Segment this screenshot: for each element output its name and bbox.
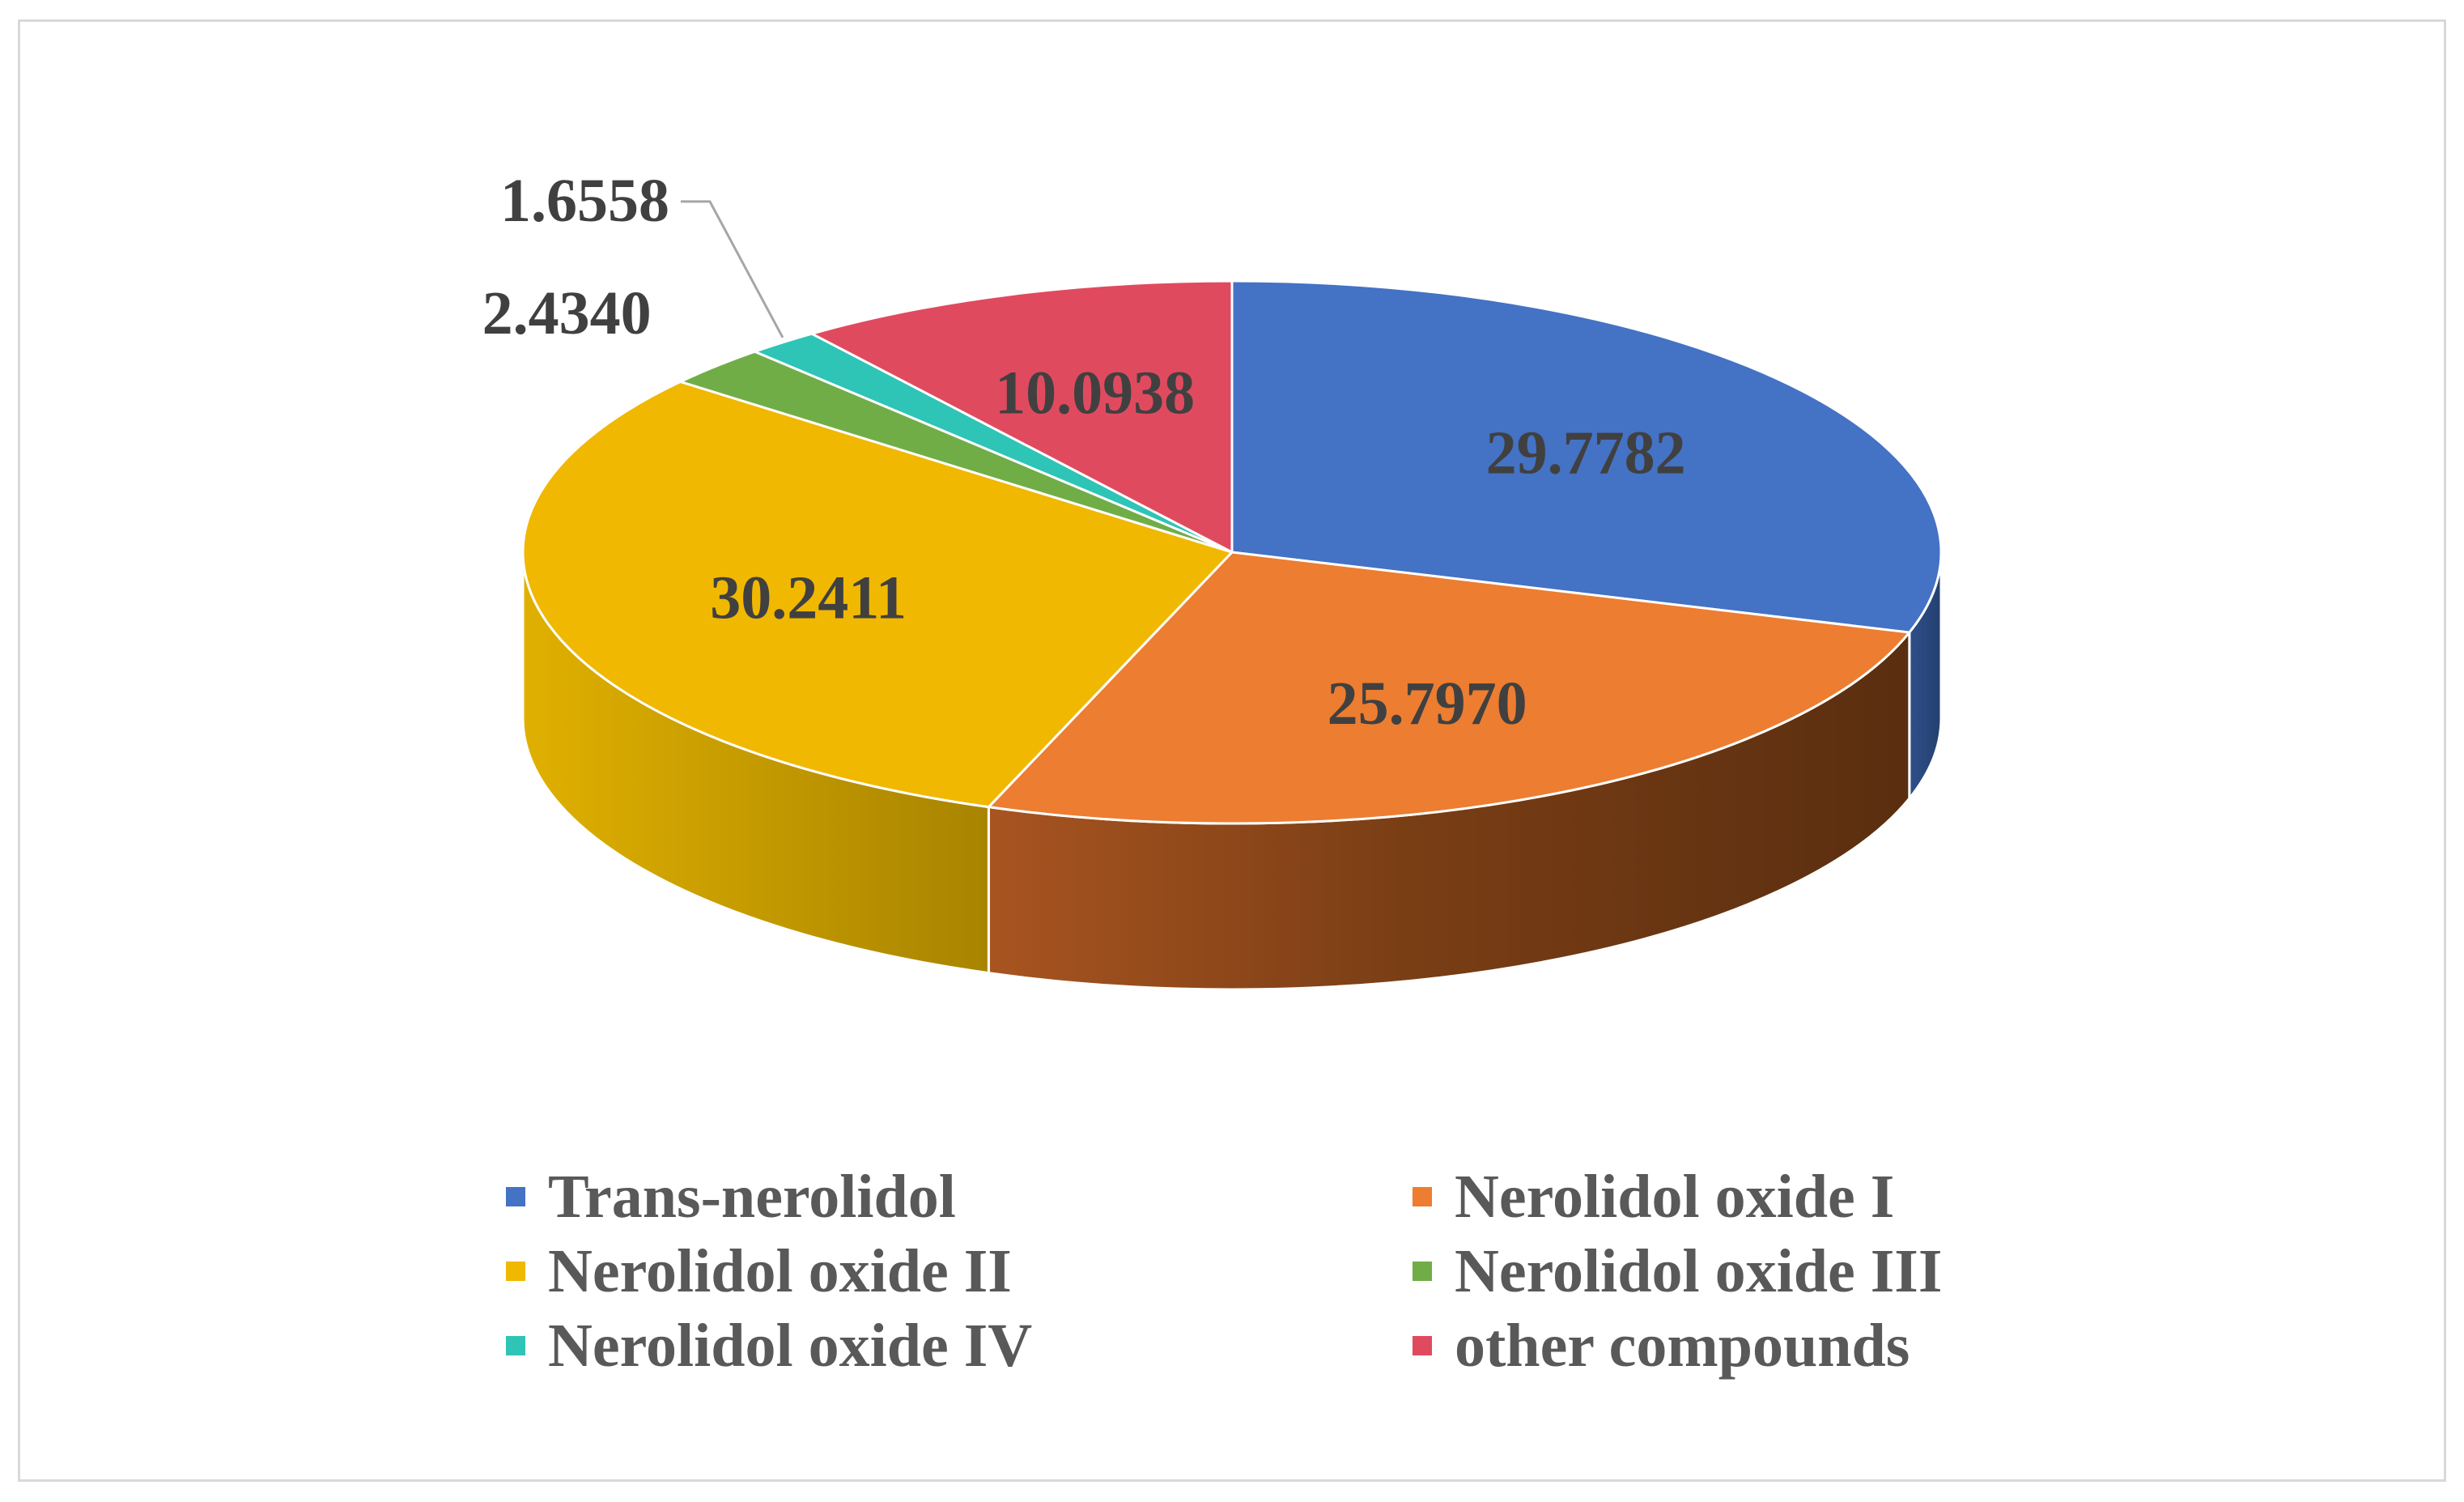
legend-label: Nerolidol oxide IV [548,1311,1033,1380]
pie-slice-other-compounds [810,279,1234,554]
pie-top [521,279,1943,825]
data-label: 25.7970 [1328,670,1527,738]
legend-item: Nerolidol oxide III [1413,1234,2125,1308]
pie-slice-nerolidol-oxide-i [987,551,1911,825]
chart-area: 29.7782 25.7970 30.2411 2.4340 1.6558 10.0938… [18,19,2446,1482]
pie-chart: 29.7782 25.7970 30.2411 2.4340 1.6558 10.0938 [482,167,1943,991]
data-label: 10.0938 [995,360,1195,428]
legend-item: other compounds [1413,1308,2125,1383]
legend-label: Nerolidol oxide I [1455,1162,1895,1231]
legend-swatch [1413,1187,1432,1206]
pie-slice-trans-nerolidol [1230,279,1943,634]
leader-line [680,200,784,338]
data-label: 29.7782 [1486,419,1686,487]
legend-swatch [1413,1336,1432,1355]
pie-labels: 29.7782 25.7970 30.2411 2.4340 1.6558 10.0938 [482,167,1686,738]
legend-item: Nerolidol oxide IV [506,1308,1413,1383]
legend-swatch [506,1336,525,1355]
data-label: 1.6558 [500,167,669,235]
pie-slice-nerolidol-oxide-ii [521,380,1234,809]
legend-item: Trans-nerolidol [506,1159,1413,1234]
legend-swatch [506,1262,525,1281]
legend-item: Nerolidol oxide I [1413,1159,2125,1234]
data-label: 30.2411 [710,564,907,632]
legend: Trans-nerolidol Nerolidol oxide I Neroli… [506,1159,2125,1383]
legend-item: Nerolidol oxide II [506,1234,1413,1308]
legend-label: other compounds [1455,1311,1910,1380]
data-label: 2.4340 [482,279,652,347]
legend-label: Trans-nerolidol [548,1162,956,1231]
legend-swatch [506,1187,525,1206]
legend-label: Nerolidol oxide II [548,1236,1012,1305]
legend-swatch [1413,1262,1432,1281]
legend-label: Nerolidol oxide III [1455,1236,1943,1305]
